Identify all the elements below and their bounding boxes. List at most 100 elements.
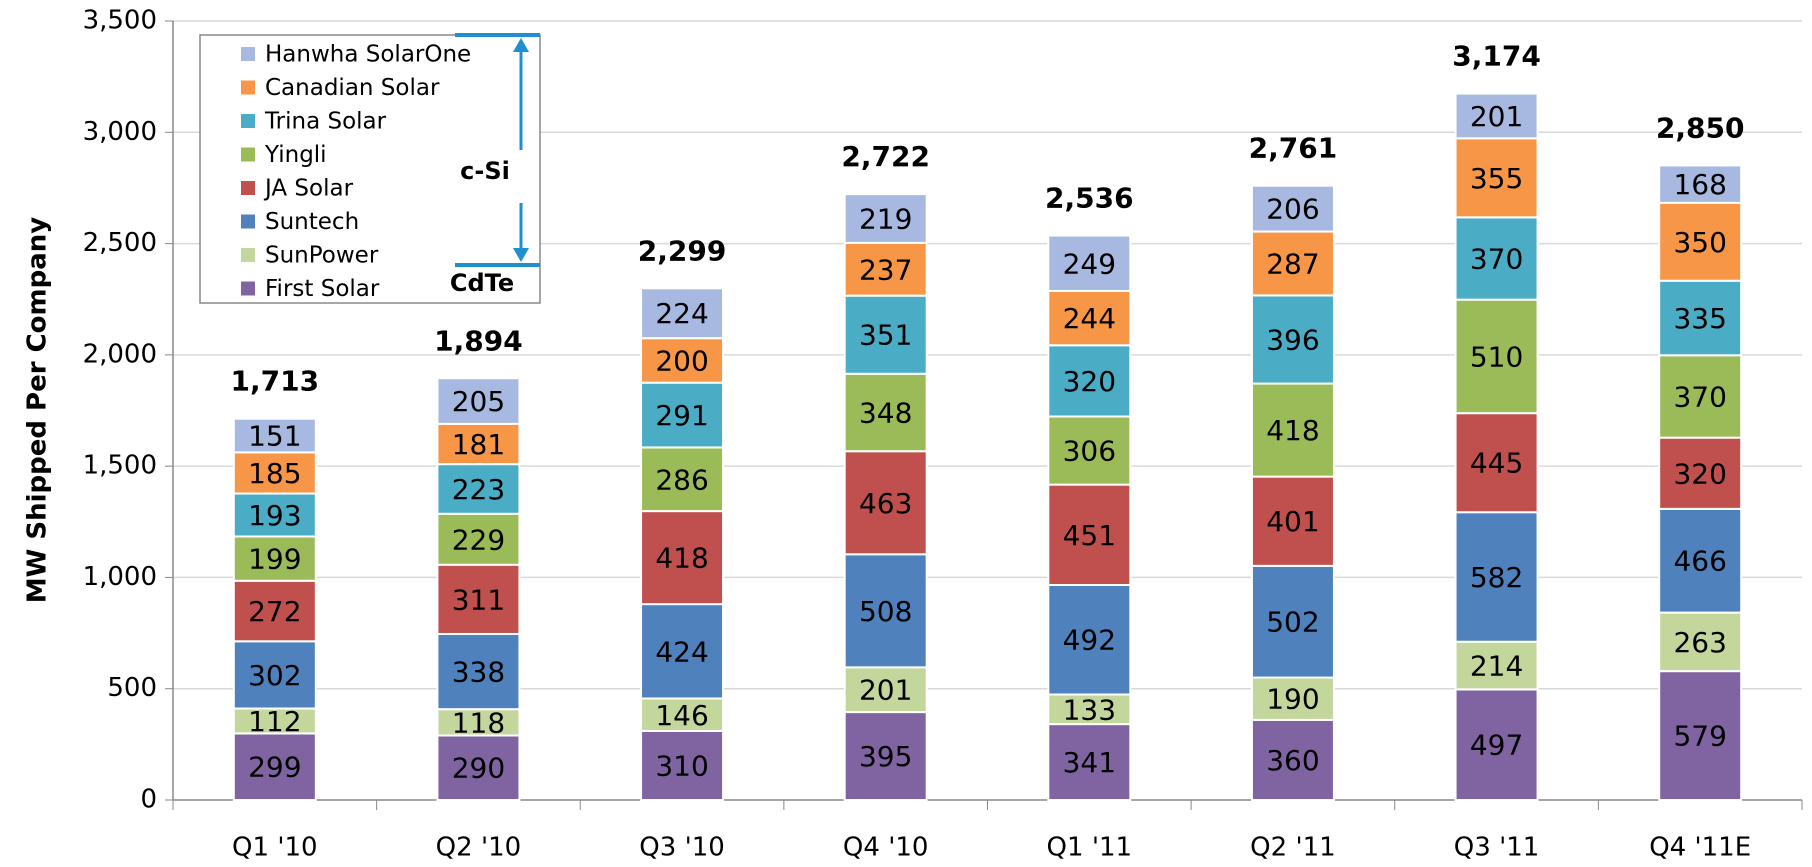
data-label: 395 [859, 740, 912, 773]
bar-segment [232, 732, 317, 802]
legend-label: First Solar [265, 276, 380, 302]
data-label: 502 [1266, 606, 1319, 639]
data-label: 168 [1673, 168, 1726, 201]
data-label: 401 [1266, 505, 1319, 538]
data-label: 418 [1266, 414, 1319, 447]
data-label: 263 [1673, 626, 1726, 659]
bar-segment [232, 451, 317, 495]
bar-segment [640, 446, 725, 513]
data-label: 237 [859, 253, 912, 286]
data-label: 118 [452, 706, 505, 739]
legend-label: SunPower [265, 243, 379, 269]
data-label: 320 [1063, 365, 1116, 398]
bar-segment [436, 563, 521, 635]
data-label: 287 [1266, 247, 1319, 280]
data-label: 350 [1673, 226, 1726, 259]
data-label: 396 [1266, 323, 1319, 356]
y-tick-label: 0 [140, 785, 157, 815]
data-label: 424 [655, 635, 708, 668]
y-tick-label: 500 [107, 673, 157, 703]
bar-segment [436, 632, 521, 711]
y-tick-label: 1,500 [83, 451, 157, 481]
bar-segment [1250, 718, 1335, 801]
data-label: 272 [248, 595, 301, 628]
x-tick-label: Q1 '11 [1047, 833, 1133, 863]
bar-segment [1658, 670, 1743, 802]
data-label: 510 [1470, 340, 1523, 373]
bar-segment [232, 579, 317, 643]
x-tick-label: Q2 '11 [1250, 833, 1336, 863]
data-label: 582 [1470, 561, 1523, 594]
data-label: 492 [1063, 624, 1116, 657]
arrow-head [513, 248, 529, 262]
data-label: 355 [1470, 162, 1523, 195]
data-label: 133 [1063, 693, 1116, 726]
legend-label: Hanwha SolarOne [265, 42, 471, 68]
data-label: 348 [859, 397, 912, 430]
bar-segment [1454, 688, 1539, 802]
total-label: 1,713 [231, 365, 320, 398]
arrow-head [513, 38, 529, 52]
bar-segment [436, 512, 521, 566]
data-label: 370 [1673, 380, 1726, 413]
data-label: 341 [1063, 746, 1116, 779]
data-label: 320 [1673, 457, 1726, 490]
bar-segment [436, 377, 521, 425]
data-label: 311 [452, 583, 505, 616]
bar-segment [1454, 511, 1539, 643]
data-label: 193 [248, 499, 301, 532]
bar-segment [232, 417, 317, 454]
bar-segment [1047, 583, 1132, 696]
legend-label: Yingli [264, 142, 327, 168]
annotation: CdTe [450, 269, 514, 297]
data-label: 299 [248, 751, 301, 784]
data-label: 451 [1063, 519, 1116, 552]
data-label: 151 [248, 420, 301, 453]
total-label: 1,894 [434, 324, 523, 357]
legend-label: Canadian Solar [265, 75, 440, 101]
legend-swatch [241, 47, 255, 61]
x-tick-label: Q4 '11E [1649, 833, 1751, 863]
data-label: 199 [248, 543, 301, 576]
total-label: 2,761 [1249, 131, 1338, 164]
data-label: 219 [859, 203, 912, 236]
bar-segment [843, 193, 928, 244]
data-label: 286 [655, 463, 708, 496]
bar-segment [1454, 92, 1539, 140]
y-tick-label: 2,000 [83, 339, 157, 369]
x-tick-label: Q3 '11 [1454, 833, 1540, 863]
bar-segment [1658, 201, 1743, 282]
legend-label: JA Solar [263, 176, 354, 202]
x-tick-label: Q4 '10 [843, 833, 929, 863]
bar-segment [640, 337, 725, 384]
data-label: 370 [1470, 242, 1523, 275]
data-label: 200 [655, 344, 708, 377]
data-label: 223 [452, 473, 505, 506]
bar-segment [1658, 164, 1743, 204]
annotation: c-Si [460, 157, 510, 185]
bar-segment [1250, 564, 1335, 679]
data-label: 445 [1470, 447, 1523, 480]
bar-segment [1250, 676, 1335, 721]
data-label: 190 [1266, 683, 1319, 716]
bar-segment [1047, 234, 1132, 292]
x-tick-label: Q2 '10 [436, 833, 522, 863]
bar-segment [232, 707, 317, 735]
data-label: 181 [452, 428, 505, 461]
bar-segment [640, 381, 725, 449]
bar-segment [843, 666, 928, 714]
data-label: 201 [859, 674, 912, 707]
bar-segment [436, 463, 521, 515]
total-label: 2,722 [841, 140, 930, 173]
data-label: 579 [1673, 720, 1726, 753]
total-label: 2,299 [638, 234, 727, 267]
x-tick-label: Q3 '10 [639, 833, 725, 863]
y-tick-label: 3,000 [83, 117, 157, 147]
data-label: 290 [452, 752, 505, 785]
bar-segment [640, 730, 725, 802]
bar-segment [843, 294, 928, 375]
data-label: 466 [1673, 545, 1726, 578]
bar-segment [1454, 216, 1539, 301]
bar-segment [232, 492, 317, 538]
